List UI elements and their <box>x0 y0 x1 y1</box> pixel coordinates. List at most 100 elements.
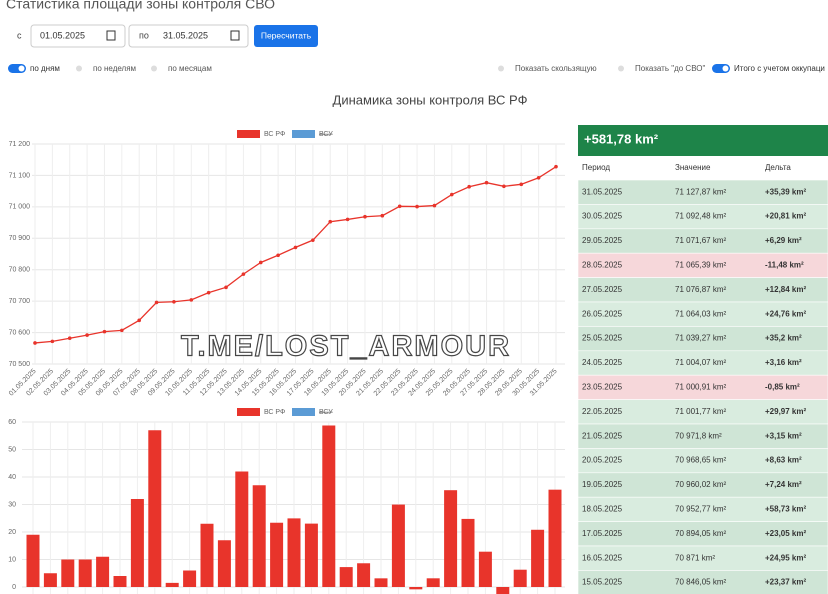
date-value: 31.05.2025 <box>163 30 208 40</box>
table-cell: 71 039,27 km² <box>675 334 726 343</box>
date-value: 01.05.2025 <box>40 30 85 40</box>
table-cell: -11,48 km² <box>765 261 804 270</box>
table-cell: 71 127,87 km² <box>675 187 726 196</box>
y-tick-label: 70 900 <box>9 235 31 242</box>
table-cell: 25.05.2025 <box>582 334 623 343</box>
table-cell: 71 071,67 km² <box>675 236 726 245</box>
table-cell: 70 960,02 km² <box>675 480 726 489</box>
to-label: по <box>139 30 149 40</box>
table-cell: 19.05.2025 <box>582 480 623 489</box>
toggle-off[interactable] <box>151 65 157 72</box>
column-header: Дельта <box>765 163 791 172</box>
table-cell: +8,63 km² <box>765 456 802 465</box>
bar <box>252 485 266 587</box>
point <box>467 184 471 189</box>
button-label: Пересчитать <box>261 30 312 40</box>
table-cell: +3,16 km² <box>765 358 802 367</box>
bar <box>200 523 214 587</box>
toggle-label: Показать "до СВО" <box>635 64 705 73</box>
table-cell: 15.05.2025 <box>582 578 623 587</box>
table-cell: 27.05.2025 <box>582 285 623 294</box>
column-header: Период <box>582 163 610 172</box>
table-cell: +6,29 km² <box>765 236 802 245</box>
y-tick-label: 71 100 <box>9 172 31 179</box>
y-tick-label: 71 200 <box>9 141 31 148</box>
y-tick-label: 71 000 <box>9 204 31 211</box>
table-cell: 29.05.2025 <box>582 236 623 245</box>
table-cell: 71 000,91 km² <box>675 383 726 392</box>
table-cell: 70 846,05 km² <box>675 578 726 587</box>
table-row <box>577 277 828 303</box>
point <box>311 238 315 242</box>
y-tick-label: 60 <box>8 419 16 426</box>
point <box>67 336 72 341</box>
table-row <box>577 496 828 522</box>
bar <box>478 551 492 587</box>
table-cell: 71 001,77 km² <box>675 407 726 416</box>
point <box>432 203 437 208</box>
bar <box>270 522 284 587</box>
recalc-button[interactable] <box>254 25 318 47</box>
point <box>380 213 385 218</box>
bar <box>391 504 405 587</box>
table-row <box>577 179 828 205</box>
date-input[interactable] <box>30 24 126 48</box>
point <box>345 217 350 222</box>
point <box>484 180 489 185</box>
y-tick-label: 10 <box>8 556 16 563</box>
table-cell: 16.05.2025 <box>582 553 623 562</box>
bar <box>322 425 336 587</box>
toggle-off[interactable] <box>618 65 624 72</box>
point <box>241 272 246 276</box>
point <box>502 184 506 189</box>
table-cell: 23.05.2025 <box>582 383 623 392</box>
point <box>172 299 176 304</box>
y-tick-label: 0 <box>12 584 16 591</box>
bar <box>113 576 127 587</box>
table-cell: +3,15 km² <box>765 431 802 440</box>
toggle-label: по дням <box>30 64 60 73</box>
point <box>519 182 524 187</box>
bar <box>409 587 423 590</box>
toggle-knob <box>722 65 729 72</box>
table-row <box>577 570 828 594</box>
y-tick-label: 70 700 <box>9 298 31 305</box>
from-label: с <box>17 30 22 40</box>
table-cell: 70 952,77 km² <box>675 505 726 514</box>
table-cell: +23,05 km² <box>765 529 806 538</box>
bar <box>461 518 475 587</box>
point <box>50 339 55 344</box>
bar <box>304 523 318 587</box>
y-tick-label: 70 500 <box>9 361 31 368</box>
bar <box>165 582 179 587</box>
toggle-label: Показать скользящую <box>515 64 597 73</box>
table-row <box>577 301 828 327</box>
table-row <box>577 252 828 278</box>
point <box>33 341 37 345</box>
point <box>206 290 211 295</box>
point <box>276 253 280 258</box>
y-tick-label: 40 <box>8 474 16 481</box>
point <box>536 175 541 180</box>
legend-swatch <box>292 130 315 138</box>
y-tick-label: 70 800 <box>9 267 31 274</box>
point <box>85 333 89 337</box>
legend-label: ВСУ <box>319 131 333 138</box>
table-cell: 24.05.2025 <box>582 358 623 367</box>
toggle-off[interactable] <box>76 65 82 72</box>
table-cell: -0,85 km² <box>765 383 800 392</box>
table-cell: 30.05.2025 <box>582 212 623 221</box>
table-cell: 70 968,65 km² <box>675 456 726 465</box>
chart-title: Динамика зоны контроля ВС РФ <box>333 92 528 107</box>
legend-swatch <box>237 130 260 138</box>
y-tick-label: 20 <box>8 529 16 536</box>
table-cell: +29,97 km² <box>765 407 806 416</box>
toggle-off[interactable] <box>498 65 504 72</box>
table-cell: 71 076,87 km² <box>675 285 726 294</box>
bar <box>548 489 562 587</box>
bar <box>78 559 92 587</box>
bar <box>513 569 527 587</box>
date-input[interactable] <box>128 24 249 48</box>
point <box>102 329 107 334</box>
